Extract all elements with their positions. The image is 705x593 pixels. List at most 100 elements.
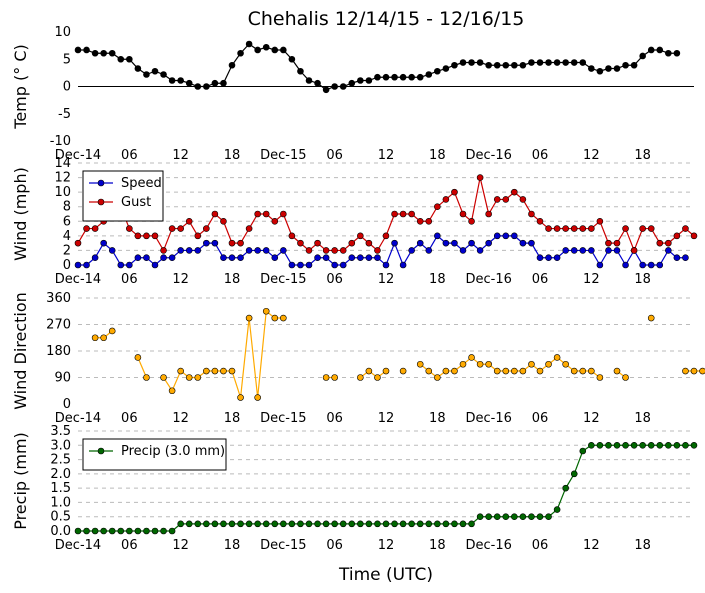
x-tick-label: 06 — [121, 538, 138, 553]
data-point — [536, 513, 544, 521]
y-axis-label: Wind (mph) — [11, 167, 30, 261]
data-point — [605, 65, 612, 72]
data-point — [528, 59, 535, 66]
y-tick-label: 0.0 — [50, 524, 71, 539]
data-point — [596, 67, 604, 75]
data-point — [596, 374, 604, 381]
data-point — [262, 210, 270, 218]
x-tick-label: Dec-15 — [260, 538, 306, 553]
data-point — [100, 527, 107, 535]
data-point — [126, 527, 133, 535]
x-tick-label: Dec-15 — [260, 148, 306, 163]
data-point — [408, 520, 415, 528]
data-point — [126, 55, 133, 63]
data-point — [108, 49, 116, 57]
data-point — [228, 61, 236, 69]
x-tick-label: 06 — [326, 411, 343, 426]
data-point — [134, 354, 142, 361]
data-point — [160, 247, 167, 254]
y-axis-label: Temp (° C) — [11, 44, 30, 129]
data-point — [476, 59, 484, 66]
x-tick-label: Dec-16 — [465, 538, 511, 553]
data-point — [485, 360, 492, 368]
data-point — [570, 225, 578, 232]
data-point — [451, 520, 458, 528]
data-point — [348, 520, 356, 528]
data-point — [365, 77, 373, 84]
data-point — [434, 67, 441, 75]
x-tick-label: 18 — [224, 411, 241, 426]
data-point — [203, 520, 210, 528]
x-tick-label: 06 — [326, 148, 343, 163]
data-point — [442, 196, 450, 203]
data-point — [143, 232, 150, 240]
data-point — [91, 49, 99, 57]
data-point — [74, 46, 82, 54]
data-point — [416, 73, 424, 81]
data-point — [399, 73, 407, 81]
data-point — [194, 520, 202, 528]
data-point — [399, 210, 407, 218]
y-axis-label: Precip (mm) — [11, 432, 30, 530]
data-point — [134, 65, 142, 72]
x-tick-label: 06 — [532, 538, 549, 553]
data-point — [622, 261, 629, 269]
data-point — [639, 261, 646, 269]
data-point — [74, 261, 82, 269]
x-tick-label: 18 — [224, 272, 241, 287]
x-tick-label: 06 — [326, 272, 343, 287]
data-point — [91, 225, 99, 232]
y-tick-label: 14 — [54, 156, 71, 171]
data-point — [682, 441, 689, 449]
data-point — [519, 513, 527, 521]
data-point — [365, 520, 373, 528]
x-tick-label: 06 — [121, 148, 138, 163]
data-point — [322, 520, 330, 528]
data-point — [108, 527, 116, 535]
data-point — [220, 367, 227, 375]
data-point — [305, 77, 313, 84]
data-point — [408, 247, 415, 254]
data-point — [622, 61, 629, 69]
data-point — [237, 239, 244, 247]
data-point — [562, 484, 569, 492]
data-point — [220, 79, 227, 87]
data-point — [485, 513, 492, 521]
data-point — [434, 203, 441, 211]
data-point — [596, 217, 604, 225]
data-point — [382, 261, 390, 269]
data-point — [339, 261, 347, 269]
data-point — [391, 210, 398, 218]
data-point — [365, 367, 373, 375]
data-point — [288, 261, 296, 269]
legend-box — [82, 170, 164, 222]
y-tick-label: 10 — [54, 25, 71, 40]
data-point — [288, 520, 296, 528]
data-point — [211, 79, 219, 87]
data-point — [254, 520, 261, 528]
data-point — [108, 327, 116, 335]
x-tick-label: 12 — [378, 538, 395, 553]
data-point — [588, 247, 595, 254]
data-point — [519, 196, 527, 203]
data-point — [237, 394, 244, 401]
data-point — [673, 441, 681, 449]
y-tick-label: 270 — [46, 318, 71, 333]
data-point — [245, 225, 253, 232]
data-point — [211, 210, 219, 218]
data-point — [605, 441, 612, 449]
data-point — [476, 174, 484, 181]
x-tick-label: 12 — [172, 538, 189, 553]
data-point — [665, 239, 672, 247]
x-tick-label: Dec-14 — [55, 538, 101, 553]
data-point — [194, 83, 202, 90]
data-point — [374, 254, 381, 262]
data-point — [545, 225, 552, 232]
data-point — [143, 71, 150, 78]
data-point — [74, 527, 82, 535]
data-point — [434, 374, 441, 381]
data-point — [613, 441, 621, 449]
data-point — [357, 77, 364, 84]
data-point — [665, 441, 672, 449]
x-tick-label: 06 — [532, 411, 549, 426]
